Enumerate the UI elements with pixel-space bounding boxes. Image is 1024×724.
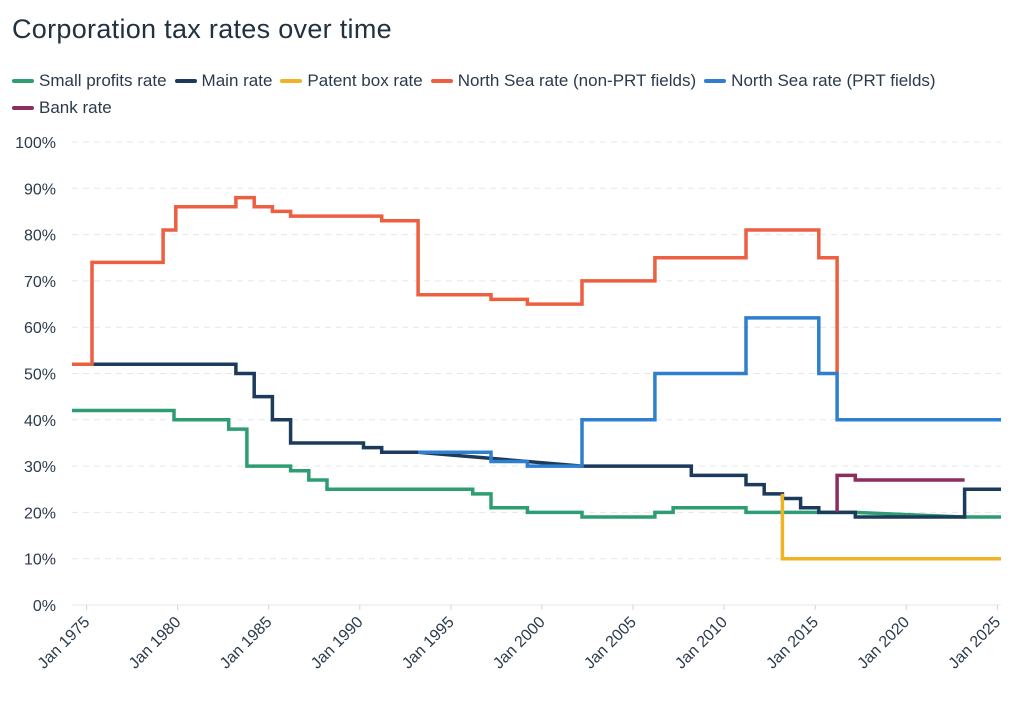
x-tick-label: Jan 2000 — [490, 614, 549, 673]
y-tick-label: 80% — [24, 228, 56, 245]
legend-swatch — [280, 79, 303, 83]
chart-legend: Small profits rate Main rate Patent box ra… — [12, 66, 1012, 120]
legend-label: Patent box rate — [307, 71, 423, 90]
legend-item: Bank rate — [12, 96, 112, 120]
series-line — [72, 408, 1001, 519]
x-tick-label: Jan 2010 — [672, 614, 731, 673]
y-tick-label: 0% — [33, 598, 56, 615]
x-tick-label: Jan 1990 — [308, 614, 367, 673]
y-tick-label: 100% — [15, 135, 56, 152]
series-line — [780, 493, 1001, 561]
legend-swatch — [704, 79, 727, 83]
legend-swatch — [430, 79, 453, 83]
legend-label: North Sea rate (non-PRT fields) — [457, 71, 697, 90]
x-tick-label: Jan 1980 — [126, 614, 185, 673]
legend-label: Bank rate — [39, 98, 112, 117]
series-line — [72, 362, 1001, 519]
y-tick-label: 50% — [24, 367, 56, 384]
legend-item: North Sea rate (PRT fields) — [704, 69, 936, 93]
x-tick-label: Jan 1995 — [399, 614, 458, 673]
x-tick-label: Jan 1975 — [35, 614, 94, 673]
x-tick-label: Jan 2020 — [855, 614, 914, 673]
legend-item: Small profits rate — [12, 69, 167, 93]
legend-swatch — [12, 106, 34, 110]
legend-label: Small profits rate — [39, 71, 167, 90]
series-line — [835, 473, 965, 513]
y-tick-label: 30% — [24, 459, 56, 476]
y-tick-label: 10% — [24, 552, 56, 569]
y-tick-label: 20% — [24, 505, 56, 522]
y-tick-label: 70% — [24, 274, 56, 291]
y-tick-label: 40% — [24, 413, 56, 430]
legend-label: North Sea rate (PRT fields) — [731, 71, 936, 90]
series-line — [72, 195, 839, 374]
legend-item: North Sea rate (non-PRT fields) — [430, 69, 697, 93]
x-tick-label: Jan 2025 — [946, 614, 1005, 673]
x-tick-label: Jan 1985 — [217, 614, 276, 673]
legend-swatch — [12, 79, 34, 83]
x-tick-label: Jan 2005 — [581, 614, 640, 673]
series-line — [418, 316, 1001, 468]
x-tick-label: Jan 2015 — [763, 614, 822, 673]
chart-title: Corporation tax rates over time — [12, 14, 392, 44]
y-tick-label: 90% — [24, 181, 56, 198]
y-tick-label: 60% — [24, 320, 56, 337]
legend-item: Patent box rate — [280, 69, 423, 93]
legend-label: Main rate — [201, 71, 273, 90]
legend-item: Main rate — [174, 69, 273, 93]
legend-swatch — [174, 79, 197, 83]
